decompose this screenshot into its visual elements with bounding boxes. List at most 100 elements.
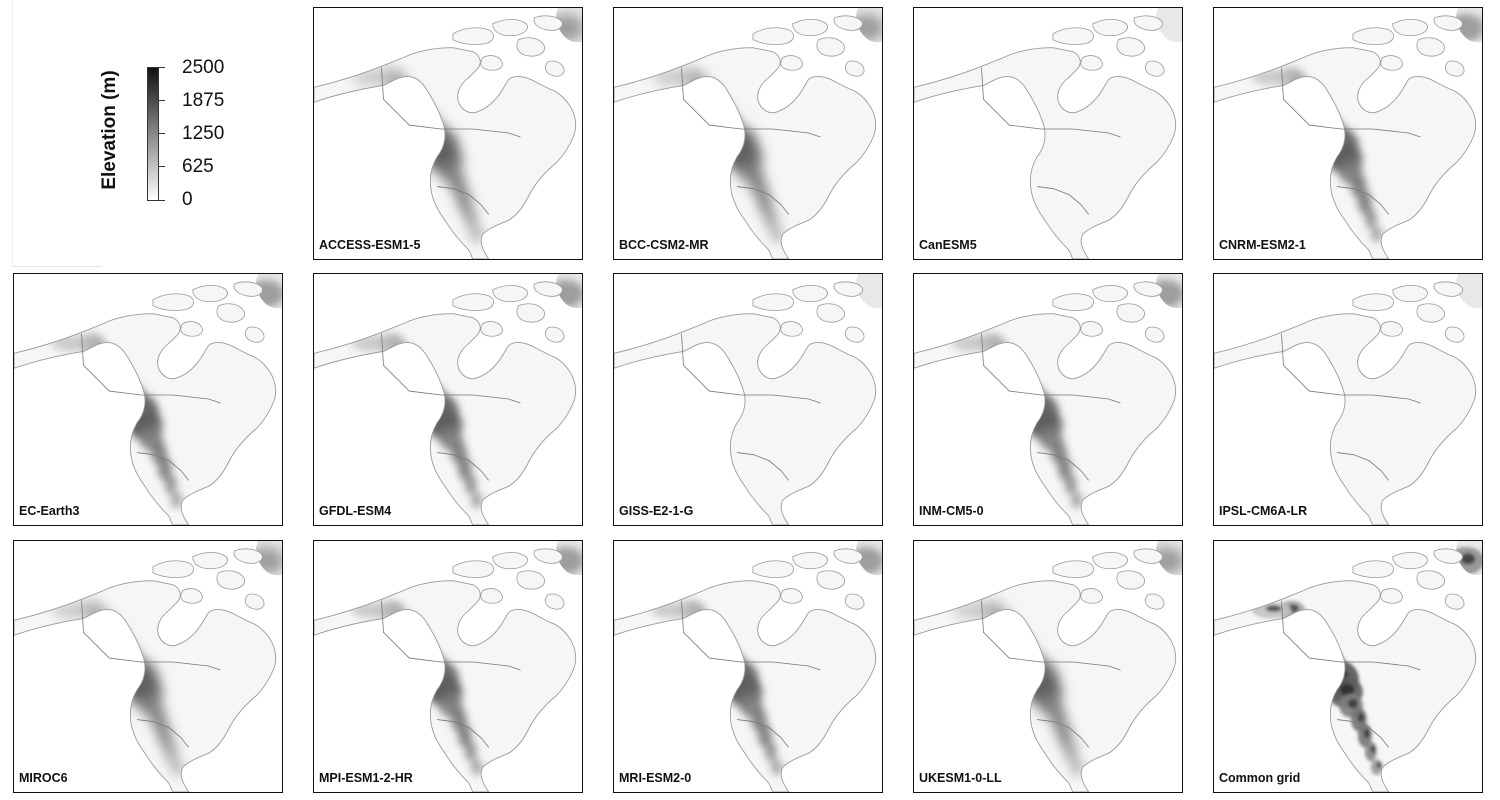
- elevation-cell: [1035, 134, 1044, 143]
- elevation-blob: [1057, 456, 1072, 481]
- elevation-blob: [1317, 650, 1346, 678]
- elevation-cell: [1343, 416, 1351, 425]
- elevation-blob: [1064, 474, 1077, 495]
- elevation-map: [14, 274, 282, 525]
- elevation-cell: [754, 426, 763, 435]
- elevation-cell: [735, 432, 744, 441]
- panel-label: CanESM5: [919, 238, 977, 252]
- elevation-cell: [975, 77, 984, 86]
- elevation-cell: [750, 416, 759, 425]
- island-outline: [833, 15, 863, 31]
- elevation-cell: [1358, 448, 1367, 457]
- elevation-cell: [719, 379, 728, 388]
- elevation-cell: [1325, 399, 1334, 407]
- elevation-blob: [1017, 650, 1046, 678]
- model-map-panel: BCC-CSM2-MR: [613, 7, 883, 260]
- elevation-cell: [1065, 198, 1074, 207]
- elevation-cell: [1007, 87, 1016, 96]
- elevation-cell: [1039, 160, 1048, 169]
- elevation-cell: [770, 500, 779, 509]
- elevation-cell: [691, 353, 700, 362]
- elevation-cell: [764, 482, 773, 491]
- elevation-blob: [1070, 759, 1083, 776]
- elevation-cell: [1039, 168, 1048, 177]
- country-border: [1037, 452, 1090, 481]
- elevation-cell: [1172, 13, 1181, 22]
- model-map-panel: GISS-E2-1-G: [613, 273, 883, 526]
- elevation-blob: [164, 474, 177, 495]
- elevation-cell: [1472, 287, 1481, 296]
- elevation-cell: [1017, 133, 1026, 141]
- elevation-cell: [1019, 134, 1028, 143]
- colorbar-tick: [159, 133, 165, 134]
- elevation-map: [614, 274, 882, 525]
- elevation-blob: [991, 612, 1016, 633]
- elevation-map: [1214, 8, 1482, 259]
- elevation-blob: [401, 91, 426, 116]
- model-map-panel: ACCESS-ESM1-5: [313, 7, 583, 260]
- island-outline: [1444, 593, 1465, 610]
- island-outline: [844, 593, 865, 610]
- elevation-cell: [675, 335, 684, 344]
- elevation-map: [14, 541, 282, 792]
- model-map-panel: INM-CM5-0: [913, 273, 1183, 526]
- elevation-cell: [1019, 105, 1028, 114]
- elevation-cell: [1327, 408, 1336, 417]
- elevation-blob: [157, 723, 172, 748]
- island-outline: [1133, 281, 1163, 297]
- elevation-cell: [1309, 373, 1318, 382]
- elevation-cell: [733, 383, 742, 392]
- elevation-peak: [1348, 698, 1358, 709]
- elevation-blob: [1001, 624, 1026, 649]
- island-outline: [1144, 60, 1165, 77]
- elevation-cell: [1027, 142, 1036, 151]
- island-outline: [492, 19, 528, 37]
- island-outline: [452, 560, 494, 578]
- island-outline: [1352, 560, 1394, 578]
- elevation-cell: [1301, 357, 1310, 366]
- island-outline: [780, 55, 803, 71]
- elevation-cell: [1357, 472, 1366, 481]
- elevation-cell: [864, 295, 873, 304]
- elevation-blob: [51, 602, 92, 619]
- island-outline: [516, 570, 545, 590]
- island-outline: [1416, 303, 1445, 323]
- elevation-cell: [1027, 134, 1036, 143]
- island-outline: [752, 27, 794, 45]
- elevation-cell: [983, 77, 992, 86]
- elevation-cell: [872, 295, 881, 304]
- elevation-cell: [1472, 295, 1481, 304]
- island-outline: [1433, 548, 1463, 564]
- elevation-blob: [391, 345, 416, 366]
- elevation-blob: [164, 741, 177, 762]
- elevation-blob: [770, 759, 783, 776]
- elevation-blob: [951, 602, 992, 619]
- panel-label: MIROC6: [19, 771, 68, 785]
- elevation-cell: [1357, 464, 1366, 473]
- elevation-cell: [1358, 440, 1367, 449]
- elevation-cell: [709, 357, 718, 366]
- elevation-cell: [872, 287, 881, 296]
- elevation-blob: [757, 190, 772, 215]
- elevation-cell: [1047, 168, 1055, 177]
- elevation-cell: [1448, 295, 1457, 304]
- island-outline: [1052, 27, 1094, 45]
- elevation-cell: [1148, 29, 1157, 38]
- elevation-cell: [717, 357, 726, 366]
- elevation-cell: [1019, 121, 1028, 130]
- elevation-blob: [764, 741, 777, 762]
- island-outline: [816, 303, 845, 323]
- elevation-legend: Elevation (m) 2500 1875 1250 625 0: [0, 0, 300, 270]
- elevation-cell: [675, 343, 684, 352]
- country-border: [381, 333, 521, 404]
- elevation-cell: [975, 69, 984, 78]
- island-outline: [1352, 293, 1394, 311]
- elevation-cell: [1043, 134, 1051, 143]
- island-outline: [180, 588, 203, 604]
- elevation-cell: [1350, 408, 1359, 417]
- elevation-cell: [999, 79, 1008, 88]
- country-border: [737, 186, 790, 215]
- elevation-cell: [1050, 182, 1059, 191]
- elevation-cell: [1291, 353, 1300, 362]
- panel-label: MPI-ESM1-2-HR: [319, 771, 413, 785]
